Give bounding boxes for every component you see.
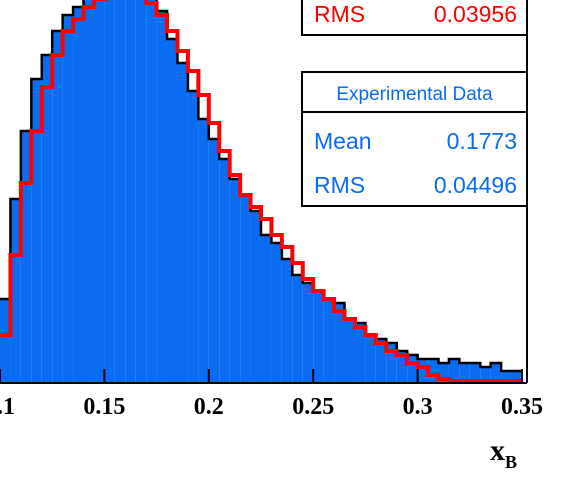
histogram-bar: [261, 235, 272, 383]
histogram-bar: [438, 363, 449, 383]
histogram-bar: [10, 199, 21, 383]
histogram-bar: [302, 283, 314, 383]
histogram-bar: [344, 319, 355, 383]
stat-label: Mean: [314, 128, 372, 154]
histogram-bar: [281, 259, 293, 383]
histogram-outline: [0, 0, 522, 373]
histogram-line: [0, 0, 522, 383]
histogram-bar: [375, 339, 387, 383]
histogram-bar: [62, 15, 74, 383]
x-axis-label-sub: B: [505, 452, 517, 472]
histogram-bar: [490, 363, 502, 383]
histogram-bar: [93, 0, 105, 383]
x-axis-label: xB: [490, 434, 517, 472]
x-tick-label: 0.15: [83, 394, 125, 420]
histogram-bar: [313, 291, 324, 383]
histogram-bar: [271, 243, 282, 383]
histogram-bar: [73, 7, 84, 383]
histogram-bar: [135, 0, 147, 383]
histogram-bar: [292, 275, 303, 383]
histogram-bar: [469, 363, 481, 383]
stat-box: [301, 0, 528, 36]
histogram-bar: [167, 39, 178, 383]
histogram-bar: [156, 11, 168, 383]
x-axis-label-main: x: [490, 434, 505, 467]
histogram-bar: [417, 359, 429, 383]
stat-value: 0.03956: [434, 1, 517, 27]
histogram-bar: [20, 131, 32, 383]
x-tick-label: 0.3: [403, 394, 433, 420]
histogram-bar: [428, 359, 439, 383]
histogram-bar: [459, 363, 470, 383]
stat-label: RMS: [314, 172, 365, 198]
histogram-bar: [41, 55, 53, 383]
histogram-bar: [83, 0, 94, 383]
histogram-bar: [229, 179, 241, 383]
stat-label: RMS: [314, 1, 365, 27]
histogram-bar: [187, 91, 199, 383]
histogram-bar: [365, 335, 376, 383]
legend-entry: Experimental Data: [336, 84, 493, 105]
histogram-bar: [125, 0, 136, 383]
stat-value: 0.1773: [447, 128, 517, 154]
histogram-bar: [334, 303, 345, 383]
histogram-bar: [240, 195, 251, 383]
x-tick-label: 0.35: [501, 394, 543, 420]
histogram-bar: [407, 355, 418, 383]
histogram-bar: [208, 139, 220, 383]
x-tick-label: 0.25: [292, 394, 334, 420]
histogram-bar: [104, 0, 115, 383]
histogram-bar: [386, 343, 397, 383]
histogram-bar: [114, 0, 126, 383]
x-tick-label: 0.1: [0, 394, 15, 420]
histogram-bar: [354, 323, 366, 383]
x-tick-label: 0.2: [194, 394, 224, 420]
histogram-bar: [323, 299, 335, 383]
legend-box: [301, 71, 528, 113]
histogram-bar: [501, 371, 512, 383]
histogram-bar: [198, 119, 209, 383]
histogram-bar: [448, 359, 460, 383]
histogram-bar: [31, 79, 42, 383]
histogram-bar: [219, 159, 230, 383]
histogram-bar: [146, 0, 157, 383]
histogram-bar: [250, 211, 261, 383]
histogram-bar: [511, 371, 522, 383]
histogram-bar: [480, 367, 491, 383]
stat-box: [301, 111, 528, 207]
histogram-bar: [396, 351, 408, 383]
histogram-bar: [177, 63, 188, 383]
histogram-bar: [52, 31, 63, 383]
histogram-bar: [0, 299, 11, 383]
stat-value: 0.04496: [434, 172, 517, 198]
